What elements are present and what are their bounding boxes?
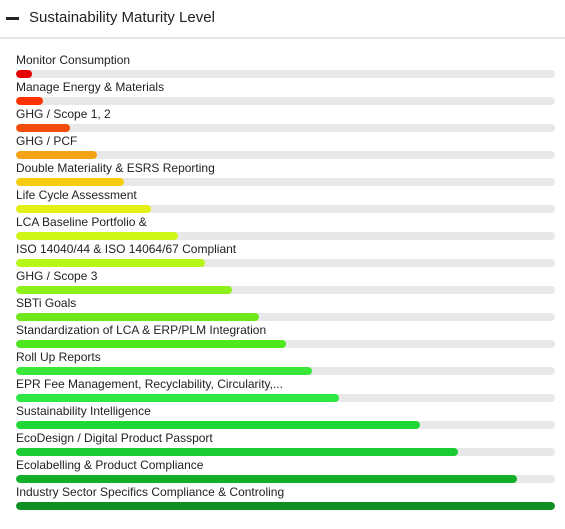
- maturity-level-label: Monitor Consumption: [16, 53, 131, 67]
- maturity-level-label: Standardization of LCA & ERP/PLM Integra…: [16, 323, 267, 337]
- maturity-progress-track: [16, 448, 555, 456]
- maturity-level-label: GHG / Scope 3: [16, 269, 98, 283]
- panel-title: Sustainability Maturity Level: [29, 9, 215, 26]
- maturity-level-label: GHG / Scope 1, 2: [16, 107, 111, 121]
- maturity-progress-fill: [16, 124, 70, 132]
- maturity-progress-track: [16, 286, 555, 294]
- maturity-level-row: Industry Sector Specifics Compliance & C…: [16, 484, 555, 511]
- minus-icon[interactable]: [6, 17, 19, 20]
- maturity-progress-track: [16, 340, 555, 348]
- maturity-progress-track: [16, 178, 555, 186]
- maturity-level-label: EPR Fee Management, Recyclability, Circu…: [16, 377, 283, 391]
- maturity-level-row: Life Cycle Assessment: [16, 187, 555, 214]
- maturity-progress-track: [16, 502, 555, 510]
- maturity-level-label: LCA Baseline Portfolio &: [16, 215, 147, 229]
- maturity-progress-fill: [16, 97, 43, 105]
- maturity-progress-fill: [16, 151, 97, 159]
- maturity-progress-track: [16, 124, 555, 132]
- maturity-progress-fill: [16, 448, 458, 456]
- maturity-level-row: SBTi Goals: [16, 295, 555, 322]
- maturity-progress-fill: [16, 259, 205, 267]
- maturity-progress-fill: [16, 367, 313, 375]
- maturity-level-row: Double Materiality & ESRS Reporting: [16, 160, 555, 187]
- maturity-level-row: EPR Fee Management, Recyclability, Circu…: [16, 376, 555, 403]
- maturity-progress-fill: [16, 340, 286, 348]
- maturity-progress-track: [16, 151, 555, 159]
- maturity-progress-fill: [16, 394, 340, 402]
- maturity-level-row: ISO 14040/44 & ISO 14064/67 Compliant: [16, 241, 555, 268]
- maturity-progress-track: [16, 475, 555, 483]
- maturity-level-label: Sustainability Intelligence: [16, 404, 151, 418]
- maturity-level-label: ISO 14040/44 & ISO 14064/67 Compliant: [16, 242, 237, 256]
- maturity-progress-track: [16, 97, 555, 105]
- maturity-level-label: Life Cycle Assessment: [16, 188, 137, 202]
- maturity-progress-fill: [16, 205, 151, 213]
- maturity-progress-track: [16, 421, 555, 429]
- maturity-level-row: LCA Baseline Portfolio &: [16, 214, 555, 241]
- maturity-progress-fill: [16, 178, 124, 186]
- maturity-level-label: EcoDesign / Digital Product Passport: [16, 431, 213, 445]
- maturity-progress-fill: [16, 421, 421, 429]
- panel-header: Sustainability Maturity Level: [0, 0, 565, 39]
- maturity-progress-track: [16, 313, 555, 321]
- maturity-level-row: Manage Energy & Materials: [16, 79, 555, 106]
- maturity-progress-track: [16, 394, 555, 402]
- maturity-progress-fill: [16, 475, 518, 483]
- maturity-progress-track: [16, 205, 555, 213]
- maturity-level-label: Ecolabelling & Product Compliance: [16, 458, 204, 472]
- maturity-level-label: Double Materiality & ESRS Reporting: [16, 161, 215, 175]
- maturity-level-list: Monitor Consumption Manage Energy & Mater…: [16, 52, 555, 511]
- maturity-level-row: GHG / Scope 3: [16, 268, 555, 295]
- maturity-progress-track: [16, 70, 555, 78]
- maturity-level-row: Roll Up Reports: [16, 349, 555, 376]
- maturity-level-row: Standardization of LCA & ERP/PLM Integra…: [16, 322, 555, 349]
- maturity-progress-fill: [16, 232, 178, 240]
- maturity-progress-fill: [16, 70, 33, 78]
- maturity-progress-fill: [16, 502, 555, 510]
- maturity-progress-track: [16, 367, 555, 375]
- maturity-level-row: Ecolabelling & Product Compliance: [16, 457, 555, 484]
- maturity-level-row: EcoDesign / Digital Product Passport: [16, 430, 555, 457]
- maturity-level-row: Sustainability Intelligence: [16, 403, 555, 430]
- maturity-level-label: GHG / PCF: [16, 134, 78, 148]
- maturity-level-label: Manage Energy & Materials: [16, 80, 165, 94]
- maturity-level-label: Industry Sector Specifics Compliance & C…: [16, 485, 285, 499]
- maturity-progress-track: [16, 259, 555, 267]
- maturity-progress-fill: [16, 286, 232, 294]
- maturity-level-label: Roll Up Reports: [16, 350, 101, 364]
- maturity-level-row: Monitor Consumption: [16, 52, 555, 79]
- maturity-progress-track: [16, 232, 555, 240]
- maturity-level-label: SBTi Goals: [16, 296, 77, 310]
- maturity-level-row: GHG / PCF: [16, 133, 555, 160]
- maturity-level-row: GHG / Scope 1, 2: [16, 106, 555, 133]
- maturity-progress-fill: [16, 313, 259, 321]
